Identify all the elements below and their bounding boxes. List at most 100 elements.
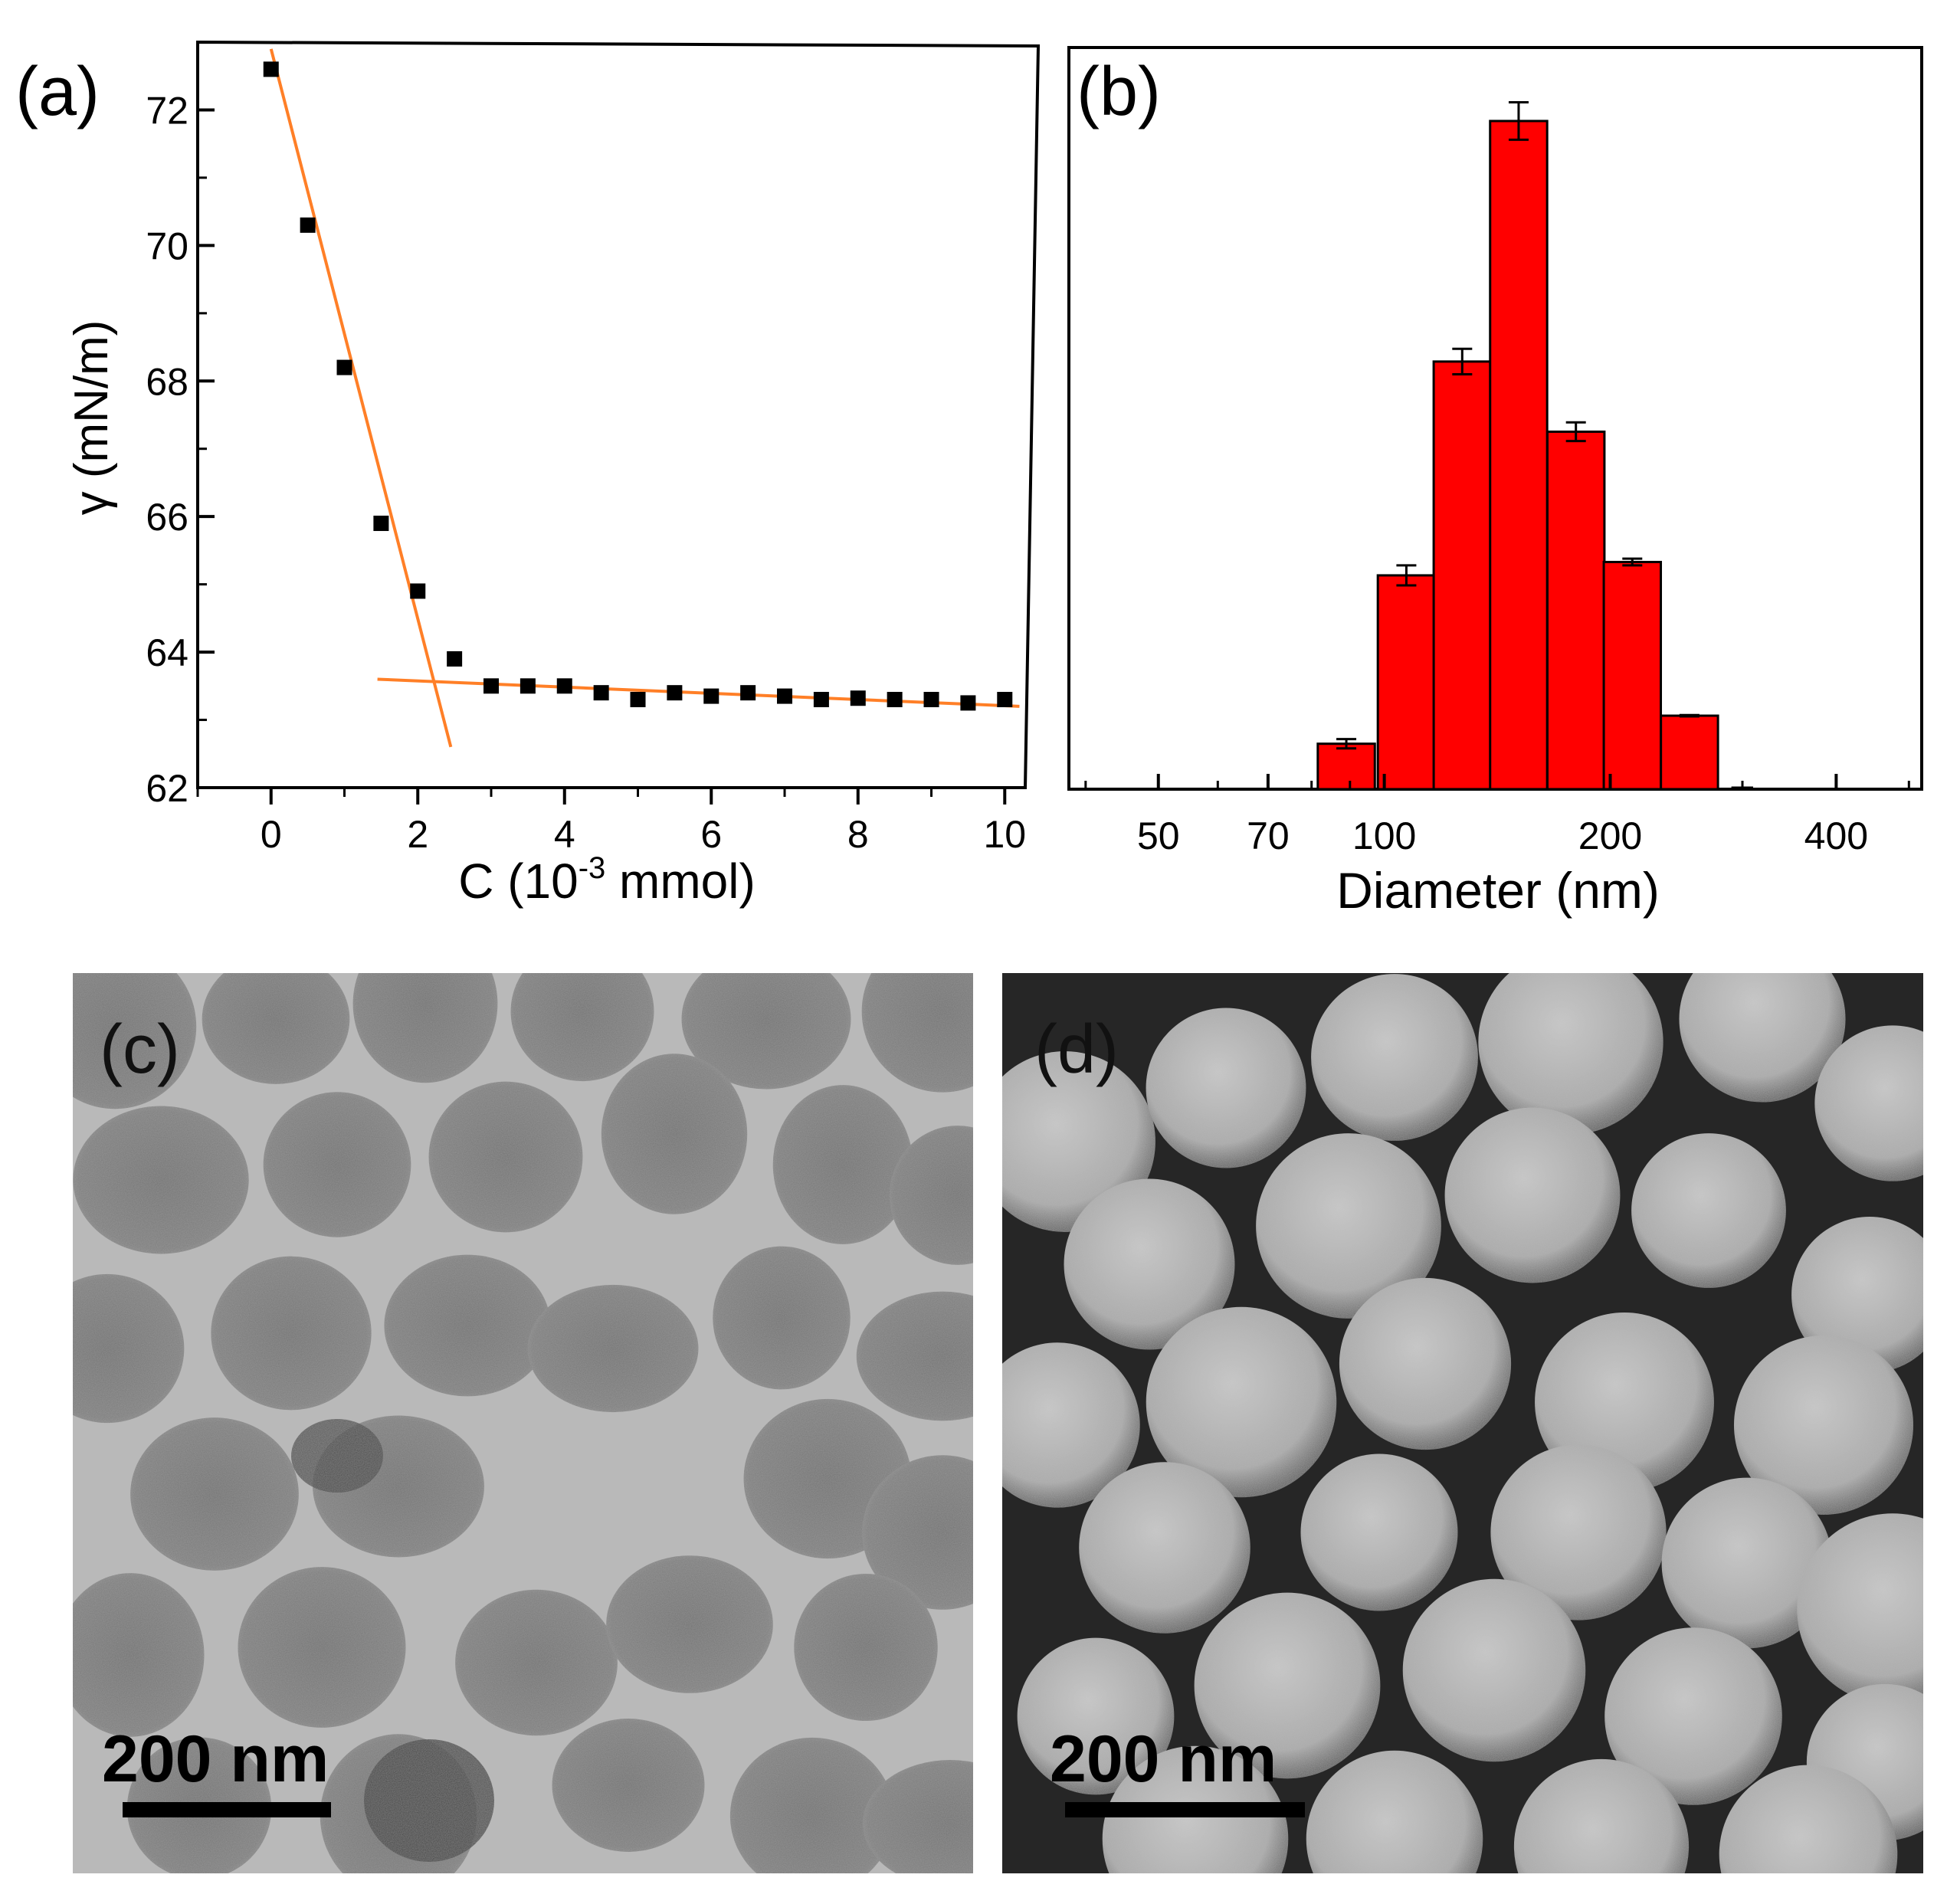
panel-c: (c) 200 nm — [73, 973, 973, 1873]
nanoparticle-blob — [681, 973, 851, 1090]
data-point-square — [923, 692, 939, 708]
nanoparticle-blob — [202, 973, 350, 1084]
nanoparticle-blob — [863, 1760, 973, 1873]
data-point-square — [300, 217, 316, 233]
x-tick-label: 400 — [1804, 814, 1868, 857]
nanosphere — [1339, 1277, 1512, 1450]
histogram-bar — [1602, 560, 1663, 791]
panel-a-x-axis-label: C (10-3 mmol) — [458, 851, 756, 909]
histogram-bar — [1316, 742, 1376, 791]
nanoparticle-blob — [861, 973, 973, 1093]
nanoparticle-blob — [606, 1555, 773, 1693]
nanoparticle-blob — [856, 1291, 973, 1421]
nanosphere — [1661, 1477, 1833, 1649]
nanoparticle-blob — [211, 1256, 372, 1411]
nanosphere — [1797, 1513, 1923, 1705]
panel-b-x-ticks: 50 70 100 200 400 — [1084, 774, 1910, 857]
histogram-bar — [1432, 360, 1493, 791]
nanosphere — [1814, 1025, 1923, 1181]
nanosphere — [1791, 1217, 1923, 1373]
nanoparticle-blob — [772, 1085, 913, 1244]
linear-fit-line — [377, 677, 1020, 708]
data-point-square — [373, 516, 389, 532]
panel-c-scalebar — [123, 1802, 331, 1817]
sem-micrograph — [1002, 973, 1923, 1873]
nanosphere — [1679, 973, 1846, 1103]
panel-a-x-label-tail: mmol) — [605, 854, 756, 909]
nanoparticle-blob — [510, 973, 654, 1082]
panel-a-y-axis-label: γ (mN/m) — [65, 320, 118, 516]
histogram-bar — [1545, 430, 1606, 791]
nanosphere — [1478, 973, 1663, 1135]
panel-b: 50 70 100 200 400 (b) Diameter (nm) — [1067, 46, 1923, 919]
x-tick-label: 6 — [700, 813, 722, 856]
panel-a-y-ticks: 62 64 66 68 70 72 — [146, 89, 215, 810]
nanosphere — [1311, 974, 1478, 1141]
nanoparticle-blob — [73, 973, 197, 1109]
panel-d: (d) 200 nm — [1002, 973, 1923, 1873]
nanoparticle-blob — [73, 1106, 249, 1254]
nanoparticle-blob — [238, 1567, 406, 1728]
nanosphere — [1719, 1765, 1898, 1873]
data-point-square — [410, 583, 426, 599]
nanoparticle-blob — [729, 1737, 895, 1873]
x-tick-label: 100 — [1352, 814, 1416, 857]
nanosphere — [1064, 1178, 1235, 1350]
data-point-square — [556, 678, 572, 694]
panel-d-scalebar — [1065, 1802, 1305, 1817]
nanosphere — [1002, 1342, 1140, 1508]
data-point-square — [336, 359, 352, 375]
x-tick-label: 70 — [1247, 814, 1290, 857]
panel-a-fit-lines — [269, 48, 1020, 748]
nanosphere — [1256, 1133, 1441, 1319]
nanoparticle-blob — [552, 1719, 705, 1852]
nanosphere — [1444, 1107, 1621, 1283]
nanosphere — [1490, 1444, 1667, 1621]
x-tick-label: 50 — [1137, 814, 1180, 857]
y-tick-label: 66 — [146, 496, 188, 539]
panel-d-label: (d) — [1034, 1011, 1119, 1088]
data-point-square — [850, 690, 866, 706]
x-tick-label: 4 — [554, 813, 575, 856]
nanoparticle-overlap — [364, 1739, 494, 1862]
histogram-bar — [1376, 574, 1437, 791]
data-point-square — [667, 685, 683, 701]
data-point-square — [520, 678, 536, 694]
data-point-square — [887, 692, 903, 708]
x-tick-label: 10 — [983, 813, 1026, 856]
data-point-square — [777, 688, 793, 704]
nanoparticle-blob — [130, 1417, 299, 1571]
nanosphere — [1733, 1335, 1914, 1516]
panel-a-frame — [196, 40, 1041, 789]
nanosphere — [1146, 1008, 1306, 1168]
nanoparticle-blob — [73, 1573, 205, 1737]
nanoparticle-overlap — [291, 1419, 383, 1493]
linear-fit-line — [269, 48, 453, 748]
panel-c-scalebar-label: 200 nm — [102, 1722, 329, 1796]
data-point-square — [703, 688, 719, 704]
histogram-bar — [1489, 120, 1549, 791]
tem-micrograph — [73, 973, 973, 1873]
panel-a-x-label-sup: -3 — [579, 851, 606, 885]
panel-a-label: (a) — [15, 54, 100, 130]
nanoparticle-blob — [263, 1092, 411, 1237]
nanoparticle-blob — [862, 1455, 973, 1610]
nanoparticle-blob — [889, 1126, 973, 1265]
panel-a-data-points — [263, 61, 1013, 711]
nanosphere — [1079, 1462, 1250, 1634]
nanoparticle-blob — [384, 1254, 551, 1397]
x-tick-label: 200 — [1578, 814, 1642, 857]
panel-a-x-ticks: 0 2 4 6 8 10 — [196, 788, 1026, 856]
panel-b-label: (b) — [1077, 54, 1161, 130]
x-tick-label: 2 — [407, 813, 428, 856]
data-point-square — [960, 695, 976, 711]
nanosphere — [1513, 1758, 1690, 1873]
nanosphere — [1300, 1453, 1458, 1611]
nanosphere — [1604, 1627, 1782, 1805]
data-point-square — [447, 651, 463, 667]
y-tick-label: 64 — [146, 631, 188, 674]
x-tick-label: 0 — [261, 813, 282, 856]
data-point-square — [813, 692, 829, 708]
